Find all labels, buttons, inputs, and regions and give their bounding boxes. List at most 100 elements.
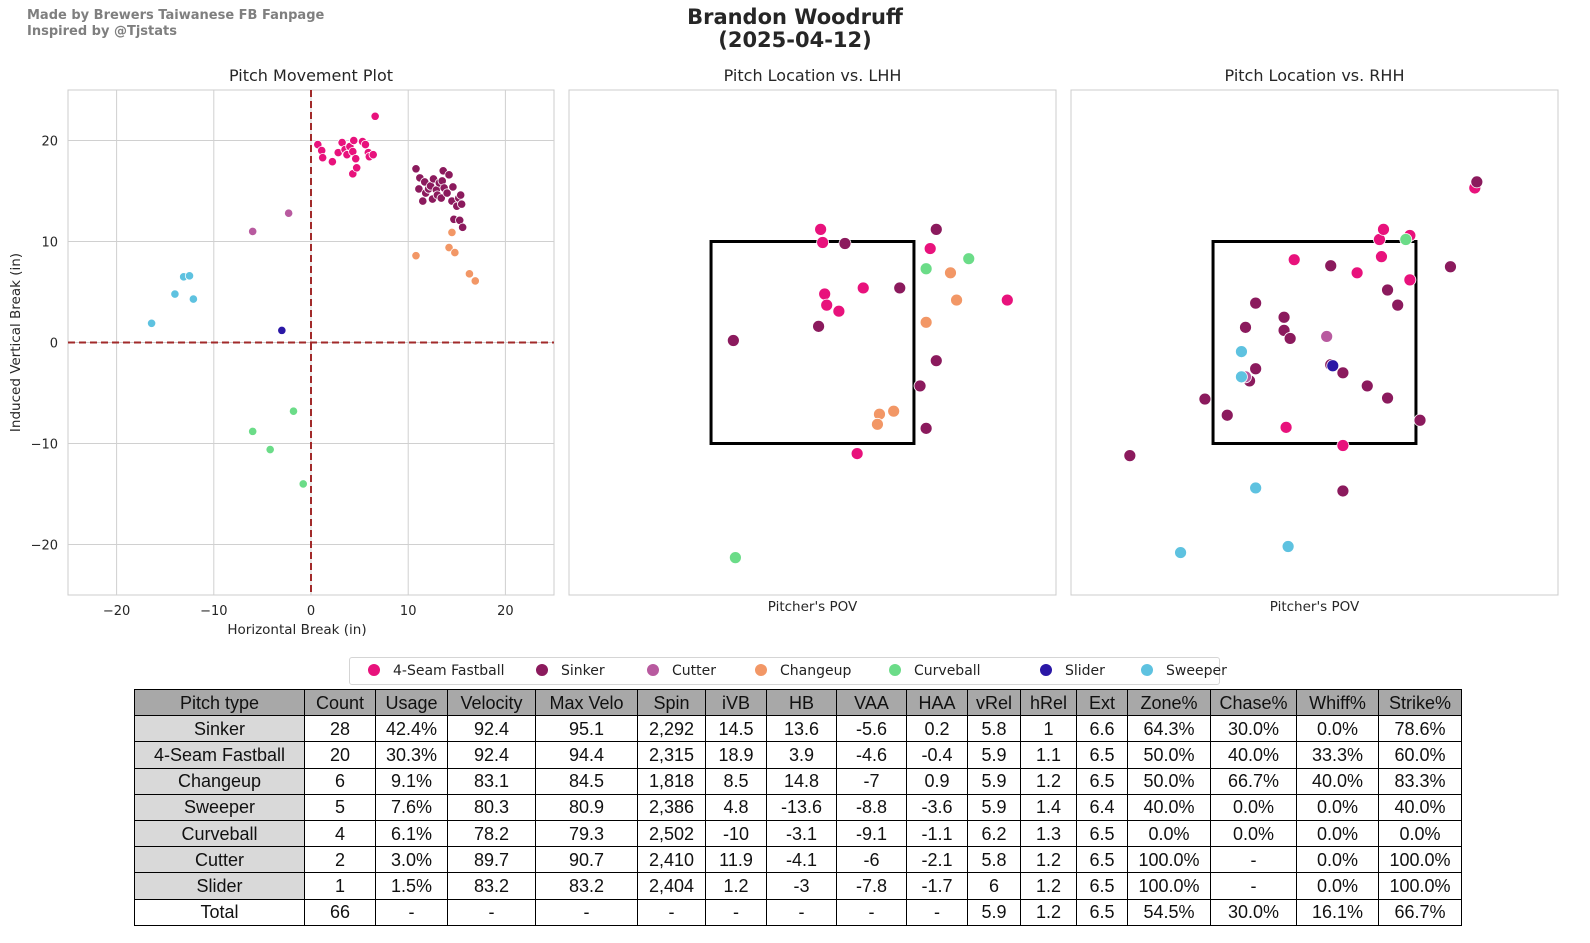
x-axis-label: Pitcher's POV xyxy=(768,599,858,615)
table-cell: 40.0% xyxy=(1127,793,1211,821)
legend-item-sinker: Sinker xyxy=(535,663,605,681)
table-cell: 30.0% xyxy=(1210,715,1297,743)
pitch-point-4-seam-fastball xyxy=(1403,273,1417,287)
x-axis-label: Pitcher's POV xyxy=(1270,599,1360,615)
legend-marker-icon xyxy=(1039,663,1053,677)
strike-zone xyxy=(1211,240,1418,445)
table-cell: 1.4 xyxy=(1020,793,1077,821)
table-cell: -3.6 xyxy=(906,793,968,821)
pitch-point-changeup xyxy=(447,227,457,238)
pitch-point-changeup xyxy=(887,404,901,418)
table-cell: - xyxy=(705,898,767,926)
table-cell: 64.3% xyxy=(1127,715,1211,743)
pitch-point-sinker xyxy=(1381,391,1394,405)
table-cell: 1.2 xyxy=(1020,872,1077,900)
table-cell: 100.0% xyxy=(1378,846,1462,874)
table-cell: -1.7 xyxy=(906,872,968,900)
y-tick-label: −10 xyxy=(31,438,58,453)
table-cell: 100.0% xyxy=(1378,872,1462,900)
table-cell: 1 xyxy=(304,872,376,900)
pitch-point-sinker xyxy=(1277,310,1291,324)
table-cell: 0.0% xyxy=(1210,793,1297,821)
y-tick-label: 0 xyxy=(50,337,58,352)
pitch-point-4-seam-fastball xyxy=(360,139,371,150)
column-header-vrel: vRel xyxy=(967,688,1021,717)
legend-label: Changeup xyxy=(780,663,852,679)
table-cell: -2.1 xyxy=(906,846,968,874)
pitch-point-sweeper xyxy=(1235,370,1248,384)
pitch-point-cutter xyxy=(284,208,294,218)
pitch-point-sweeper xyxy=(1249,481,1263,495)
table-cell: 79.3 xyxy=(535,819,638,848)
table-cell: -10 xyxy=(705,819,767,848)
table-row: Curveball 4 6.1% 78.2 79.3 2,502 -10 -3.1 -9.1 -1… xyxy=(134,819,1462,848)
pitch-point-sweeper xyxy=(184,271,195,281)
pitch-point-curveball xyxy=(962,252,976,266)
legend-marker-icon xyxy=(646,663,660,677)
table-cell: 95.1 xyxy=(535,715,638,743)
table-cell: 6.4 xyxy=(1076,793,1128,821)
table-cell: 13.6 xyxy=(766,715,837,743)
chart-panel-1: Pitch Movement Plot −20 −10 0 10 20 −20 −10 0 10 2… xyxy=(8,66,555,638)
table-cell: 78.6% xyxy=(1378,715,1462,743)
table-cell: 60.0% xyxy=(1378,741,1462,769)
legend-marker-icon xyxy=(754,663,768,677)
legend-item-sweeper: Sweeper xyxy=(1140,663,1227,681)
y-tick-label: −20 xyxy=(31,539,58,554)
pitch-point-changeup xyxy=(470,276,480,286)
column-header-hrel: hRel xyxy=(1020,688,1077,717)
table-cell: -7 xyxy=(836,767,907,795)
pitch-point-sinker xyxy=(448,182,458,192)
table-cell: 84.5 xyxy=(535,767,638,795)
table-cell: 6.5 xyxy=(1076,741,1128,769)
legend-marker-icon xyxy=(535,663,549,677)
table-row: Changeup 6 9.1% 83.1 84.5 1,818 8.5 14.8 -7 0.9 5.… xyxy=(134,767,1462,795)
pitch-point-curveball xyxy=(298,479,308,489)
table-cell: 2 xyxy=(304,846,376,874)
table-cell: 1,818 xyxy=(637,767,706,795)
table-cell: -4.1 xyxy=(766,846,837,874)
table-cell: 0.0% xyxy=(1296,793,1379,821)
table-cell: 5.8 xyxy=(967,715,1021,743)
credit-block: Made by Brewers Taiwanese FB Fanpage Ins… xyxy=(27,8,324,40)
pitch-point-sinker xyxy=(1391,298,1405,312)
table-cell: 92.4 xyxy=(447,715,536,743)
pitch-point-sinker xyxy=(442,188,452,198)
table-cell: 0.9 xyxy=(906,767,968,795)
pitch-legend: 4-Seam Fastball Sinker Cutter Changeup Curve… xyxy=(349,657,1227,685)
table-row: Cutter 2 3.0% 89.7 90.7 2,410 11.9 -4.1 -6 -2.1 5.… xyxy=(134,846,1462,874)
legend-label: Cutter xyxy=(672,663,716,679)
table-cell: 30.3% xyxy=(375,741,448,769)
pitch-point-4-seam-fastball xyxy=(832,304,846,318)
table-cell: 83.1 xyxy=(447,767,536,795)
table-cell: 28 xyxy=(304,715,376,743)
table-cell: 5.8 xyxy=(967,846,1021,874)
table-cell: 66.7% xyxy=(1210,767,1297,795)
pitch-point-sinker xyxy=(919,421,933,435)
table-cell: 2,502 xyxy=(637,819,706,848)
table-cell: 5.9 xyxy=(967,741,1021,769)
table-cell: - xyxy=(1210,846,1297,874)
pitch-point-curveball xyxy=(265,444,275,455)
pitch-point-changeup xyxy=(919,315,933,329)
table-cell: - xyxy=(1210,872,1297,900)
table-cell: 5.9 xyxy=(967,793,1021,821)
pitch-point-sinker xyxy=(893,281,907,295)
table-cell: 1.3 xyxy=(1020,819,1077,848)
legend-label: Curveball xyxy=(914,663,981,679)
y-axis-label: Induced Vertical Break (in) xyxy=(8,253,24,432)
table-cell: 0.0% xyxy=(1210,819,1297,848)
table-cell: - xyxy=(906,898,968,926)
pitch-point-sinker xyxy=(458,222,468,232)
column-header-hb: HB xyxy=(766,688,837,717)
pitch-point-sinker xyxy=(1249,296,1263,310)
game-date: (2025-04-12) xyxy=(718,28,872,52)
table-cell: 18.9 xyxy=(705,741,767,769)
row-label: Sweeper xyxy=(134,793,305,821)
pitch-point-sinker xyxy=(1413,413,1427,427)
table-cell: 1.2 xyxy=(1020,846,1077,874)
table-cell: 6.5 xyxy=(1076,872,1128,900)
pitch-point-curveball xyxy=(728,551,742,565)
legend-item-cutter: Cutter xyxy=(646,663,716,681)
table-cell: 94.4 xyxy=(535,741,638,769)
